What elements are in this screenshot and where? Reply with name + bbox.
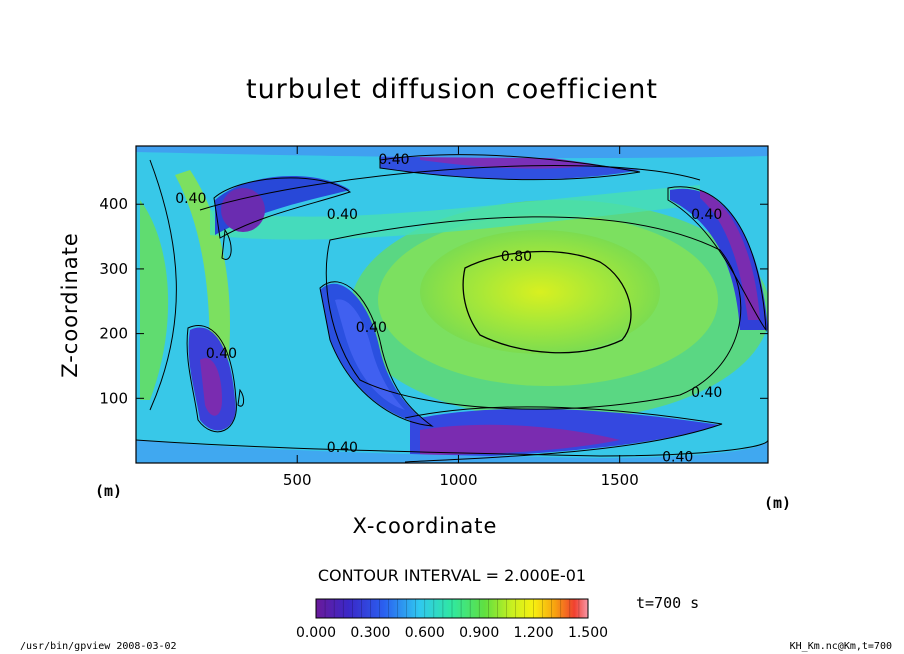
y-tick-label: 300 bbox=[99, 260, 128, 278]
footer-program-info: /usr/bin/gpview 2008-03-02 bbox=[20, 641, 177, 652]
time-label: t=700 s bbox=[636, 594, 700, 612]
colorbar-tick-label: 0.000 bbox=[296, 625, 336, 641]
contour-label: 0.40 bbox=[691, 385, 722, 401]
colorbar-tick-label: 1.500 bbox=[568, 625, 608, 641]
plot-frame bbox=[135, 145, 769, 464]
x-tick-label: 1500 bbox=[601, 471, 639, 489]
colorbar-tick-label: 0.300 bbox=[350, 625, 390, 641]
y-tick-label: 400 bbox=[99, 195, 128, 213]
contour-interval-label: CONTOUR INTERVAL = 2.000E-01 bbox=[317, 566, 587, 585]
contour-lines bbox=[136, 154, 768, 463]
contour-label: 0.80 bbox=[501, 249, 532, 265]
contour-label: 0.40 bbox=[691, 207, 722, 223]
contour-label: 0.40 bbox=[662, 450, 693, 466]
heatmap-field bbox=[136, 146, 768, 463]
x-unit-right: (m) bbox=[764, 494, 792, 512]
contour-label: 0.40 bbox=[378, 152, 409, 168]
footer-file-info: KH_Km.nc@Km,t=700 bbox=[789, 641, 892, 652]
x-tick-label: 500 bbox=[283, 471, 312, 489]
x-axis-label: X-coordinate bbox=[352, 514, 498, 538]
contour-label: 0.40 bbox=[327, 207, 358, 223]
colorbar-tick-label: 0.900 bbox=[459, 625, 499, 641]
y-axis-ticks: 100 200 300 400 bbox=[99, 195, 768, 407]
y-tick-label: 100 bbox=[99, 389, 128, 407]
colorbar-tick-label: 0.600 bbox=[405, 625, 445, 641]
contour-label: 0.40 bbox=[206, 346, 237, 362]
y-axis-label: Z-coordinate bbox=[58, 232, 82, 378]
colorbar-level-lines bbox=[315, 599, 589, 618]
chart-title: turbulet diffusion coefficient bbox=[245, 74, 659, 105]
contour-label: 0.40 bbox=[327, 440, 358, 456]
colorbar-tick-label: 1.200 bbox=[514, 625, 554, 641]
contour-label: 0.40 bbox=[175, 191, 206, 207]
colorbar-tick-labels: 0.000 0.300 0.600 0.900 1.200 1.500 bbox=[296, 625, 608, 641]
x-axis-ticks: 500 1000 1500 bbox=[283, 146, 639, 489]
x-tick-label: 1000 bbox=[439, 471, 477, 489]
contour-labels: 0.40 0.40 0.40 0.40 0.80 0.40 0.40 0.40 0.40 0.40 bbox=[175, 152, 722, 466]
y-tick-label: 200 bbox=[99, 325, 128, 343]
x-unit-left: (m) bbox=[95, 482, 123, 500]
contour-label: 0.40 bbox=[356, 320, 387, 336]
